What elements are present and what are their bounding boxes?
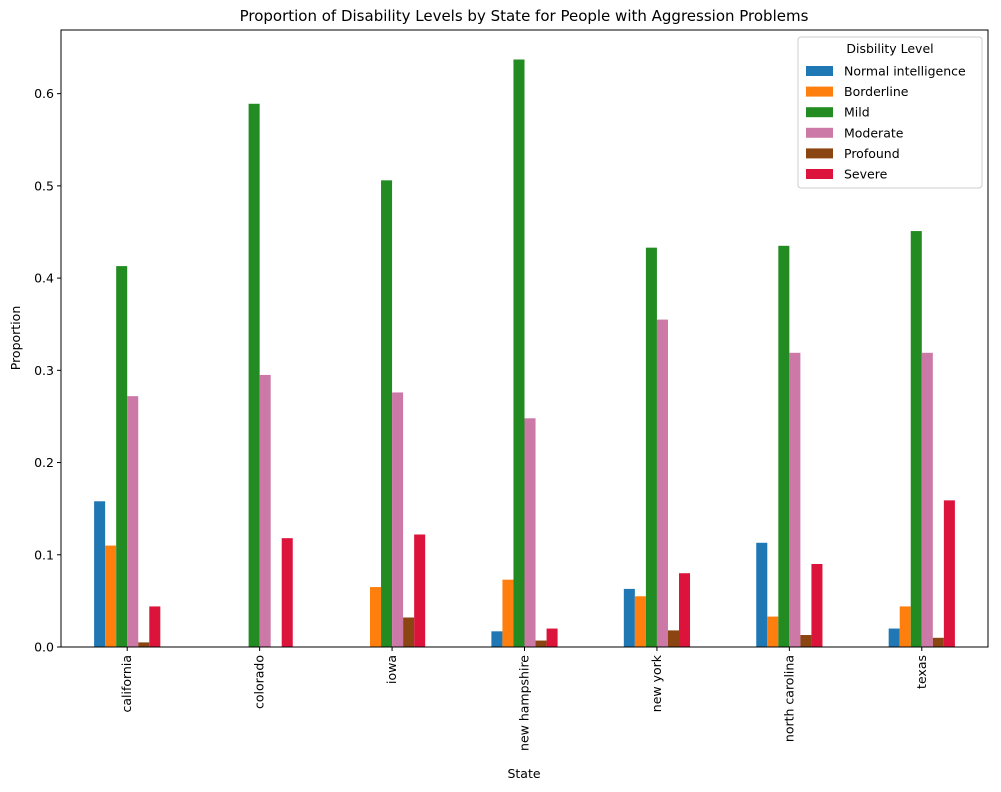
legend-swatch [806,169,833,179]
y-tick-label: 0.5 [34,178,54,193]
bar [921,352,933,647]
legend-swatch [806,127,833,138]
bar [756,542,768,647]
bar [888,628,900,647]
bar [932,637,944,647]
legend-swatch [806,148,833,159]
y-tick-label: 0.0 [34,640,54,655]
legend-swatch [806,107,833,118]
legend-label: Moderate [844,125,904,140]
bar [259,374,271,647]
x-tick-label: texas [914,655,929,689]
y-tick-label: 0.2 [34,455,54,470]
bar [381,180,393,648]
x-tick-label: colorado [252,655,267,709]
legend-swatch [806,86,833,97]
bar [513,59,525,648]
bar [546,628,558,647]
bar [623,588,635,647]
legend-title: Disbility Level [846,41,933,56]
y-tick-label: 0.6 [34,86,54,101]
bar [502,579,514,647]
x-tick-label: new hampshire [517,655,532,751]
y-tick-label: 0.3 [34,363,54,378]
bar [149,606,161,647]
legend-label: Severe [844,167,888,182]
x-axis-label: State [507,766,540,781]
x-tick-label: north carolina [781,655,796,742]
bar [767,616,779,647]
legend-label: Normal intelligence [844,64,966,79]
legend-swatch [806,66,833,76]
legend-label: Borderline [844,84,909,99]
bar [667,630,679,647]
plot-frame [60,29,989,648]
bar [105,545,117,647]
x-tick-label: iowa [384,655,399,684]
x-tick-label: california [119,655,134,713]
bar [943,500,955,647]
legend-label: Profound [844,146,900,161]
bar [94,501,106,647]
bar [679,573,691,647]
bar [778,245,790,648]
bar [899,606,911,647]
bar [116,266,128,647]
chart-title: Proportion of Disability Levels by State… [240,7,809,25]
bar [138,642,150,647]
bar [392,392,404,647]
bar [281,538,293,647]
y-tick-label: 0.4 [34,271,54,286]
bar [414,534,426,647]
bar [634,596,646,647]
bar [910,231,922,648]
y-tick-label: 0.1 [34,547,54,562]
bar [656,319,668,647]
bar [645,247,657,648]
bar [403,617,415,647]
bar [524,418,536,647]
bar [535,640,547,647]
x-tick-label: new york [649,654,664,712]
y-axis-label: Proportion [8,306,23,371]
bar [127,396,139,647]
bar [248,103,260,648]
bar [811,563,823,647]
legend-label: Mild [844,105,870,120]
legend-box [797,36,983,189]
bar [370,587,382,647]
bar [800,635,812,647]
bar [789,352,801,647]
bar [491,631,503,647]
